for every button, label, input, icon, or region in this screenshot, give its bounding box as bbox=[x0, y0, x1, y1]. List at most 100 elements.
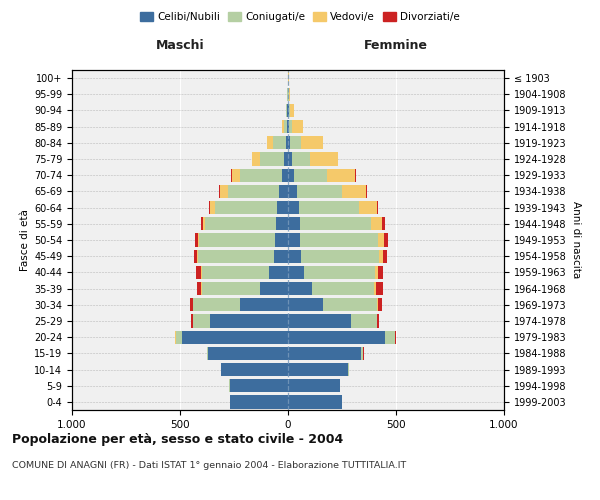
Bar bbox=[377, 266, 383, 279]
Bar bbox=[221, 363, 288, 376]
Bar bbox=[288, 346, 361, 360]
Bar bbox=[197, 250, 199, 263]
Bar bbox=[194, 250, 197, 263]
Bar bbox=[232, 168, 241, 182]
Bar bbox=[230, 379, 288, 392]
Bar bbox=[260, 152, 284, 166]
Bar bbox=[376, 266, 377, 279]
Bar bbox=[295, 168, 327, 182]
Bar bbox=[230, 396, 288, 408]
Bar bbox=[281, 168, 288, 182]
Bar bbox=[292, 152, 310, 166]
Bar bbox=[288, 185, 296, 198]
Y-axis label: Anni di nascita: Anni di nascita bbox=[571, 202, 581, 278]
Bar bbox=[377, 314, 379, 328]
Bar bbox=[288, 120, 289, 134]
Bar bbox=[241, 168, 281, 182]
Bar bbox=[288, 282, 312, 295]
Bar bbox=[199, 234, 275, 246]
Bar bbox=[288, 104, 289, 117]
Bar bbox=[207, 346, 208, 360]
Bar bbox=[210, 314, 288, 328]
Bar bbox=[374, 282, 376, 295]
Bar bbox=[385, 330, 395, 344]
Bar bbox=[377, 298, 382, 312]
Text: Popolazione per età, sesso e stato civile - 2004: Popolazione per età, sesso e stato civil… bbox=[12, 432, 343, 446]
Bar bbox=[361, 346, 363, 360]
Bar bbox=[200, 217, 203, 230]
Bar bbox=[199, 250, 274, 263]
Bar bbox=[195, 234, 198, 246]
Bar bbox=[323, 298, 377, 312]
Bar bbox=[287, 120, 288, 134]
Bar bbox=[193, 298, 241, 312]
Bar bbox=[191, 314, 193, 328]
Bar bbox=[200, 266, 202, 279]
Bar bbox=[281, 120, 284, 134]
Bar bbox=[198, 234, 199, 246]
Bar bbox=[300, 217, 371, 230]
Bar bbox=[384, 234, 388, 246]
Bar bbox=[366, 185, 367, 198]
Text: Femmine: Femmine bbox=[364, 40, 428, 52]
Bar bbox=[371, 217, 382, 230]
Bar bbox=[296, 185, 342, 198]
Bar bbox=[289, 104, 290, 117]
Bar bbox=[196, 266, 200, 279]
Bar bbox=[288, 330, 385, 344]
Bar bbox=[201, 282, 202, 295]
Bar bbox=[304, 266, 376, 279]
Bar bbox=[382, 217, 385, 230]
Bar bbox=[176, 330, 182, 344]
Bar bbox=[203, 217, 205, 230]
Bar bbox=[269, 266, 288, 279]
Bar bbox=[290, 136, 301, 149]
Bar bbox=[182, 330, 288, 344]
Bar bbox=[208, 346, 288, 360]
Bar bbox=[350, 314, 377, 328]
Bar bbox=[273, 136, 286, 149]
Bar bbox=[289, 88, 290, 101]
Legend: Celibi/Nubili, Coniugati/e, Vedovi/e, Divorziati/e: Celibi/Nubili, Coniugati/e, Vedovi/e, Di… bbox=[136, 8, 464, 26]
Bar bbox=[260, 282, 288, 295]
Bar bbox=[289, 120, 292, 134]
Bar bbox=[288, 136, 290, 149]
Bar bbox=[342, 185, 366, 198]
Bar bbox=[280, 185, 288, 198]
Bar bbox=[276, 217, 288, 230]
Bar bbox=[383, 250, 388, 263]
Bar bbox=[190, 298, 193, 312]
Bar bbox=[288, 363, 349, 376]
Bar bbox=[288, 152, 292, 166]
Bar bbox=[268, 136, 273, 149]
Bar bbox=[301, 136, 323, 149]
Bar bbox=[288, 266, 304, 279]
Bar bbox=[277, 201, 288, 214]
Bar bbox=[312, 282, 374, 295]
Bar bbox=[275, 234, 288, 246]
Text: Maschi: Maschi bbox=[155, 40, 205, 52]
Bar bbox=[379, 250, 383, 263]
Bar bbox=[288, 168, 295, 182]
Bar bbox=[253, 152, 260, 166]
Bar bbox=[288, 201, 299, 214]
Bar bbox=[202, 266, 269, 279]
Bar bbox=[227, 185, 280, 198]
Text: COMUNE DI ANAGNI (FR) - Dati ISTAT 1° gennaio 2004 - Elaborazione TUTTITALIA.IT: COMUNE DI ANAGNI (FR) - Dati ISTAT 1° ge… bbox=[12, 460, 406, 469]
Bar bbox=[205, 217, 276, 230]
Bar bbox=[288, 234, 300, 246]
Bar bbox=[377, 201, 378, 214]
Bar bbox=[288, 314, 350, 328]
Bar bbox=[299, 201, 359, 214]
Bar bbox=[310, 152, 338, 166]
Bar bbox=[292, 120, 303, 134]
Bar bbox=[288, 379, 340, 392]
Bar bbox=[290, 104, 295, 117]
Bar bbox=[300, 234, 377, 246]
Bar bbox=[286, 104, 287, 117]
Bar bbox=[359, 201, 377, 214]
Bar bbox=[355, 168, 356, 182]
Bar bbox=[301, 250, 379, 263]
Bar bbox=[197, 282, 201, 295]
Bar bbox=[202, 282, 260, 295]
